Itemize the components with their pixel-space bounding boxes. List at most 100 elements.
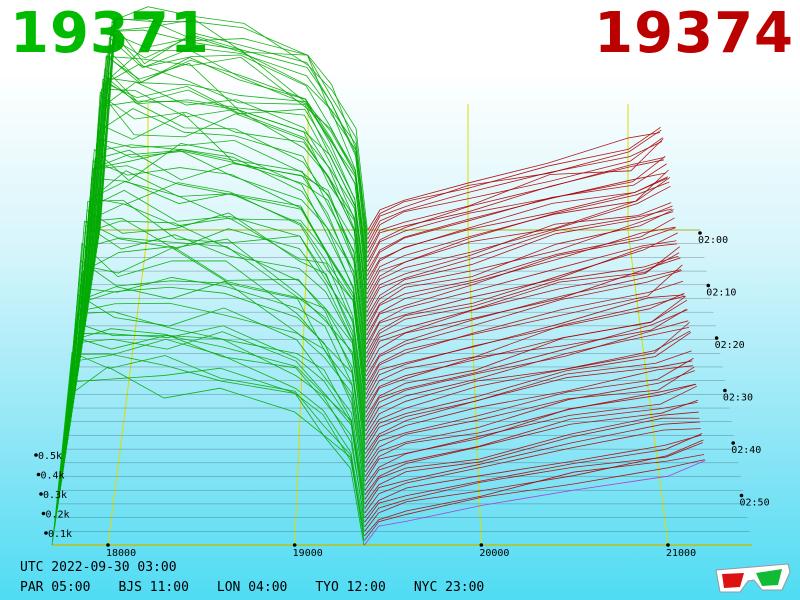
bid-depth-line-22	[66, 220, 366, 445]
ask-depth-line-39	[366, 246, 680, 368]
bid-depth-line-28	[71, 189, 366, 418]
ask-depth-line-62	[367, 156, 665, 263]
x-tick-mark-1	[292, 543, 297, 547]
bid-depth-line-38	[78, 148, 367, 372]
ask-depth-line-4	[364, 442, 703, 527]
ask-depth-line-53	[366, 185, 671, 304]
bid-depth-line-2	[52, 351, 365, 536]
bid-depth-line-43	[81, 108, 367, 349]
clock-tyo: TYO 12:00	[315, 580, 386, 595]
ask-depth-line-67	[367, 129, 662, 240]
ask-depth-line-42	[366, 232, 678, 354]
ask-depth-line-29	[365, 308, 687, 413]
ask-depth-line-61	[367, 156, 666, 267]
ask-depth-line-17	[364, 366, 695, 468]
bid-depth-line-9	[57, 325, 365, 504]
ask-depth-line-55	[366, 181, 670, 295]
x-tick-mark-2	[479, 543, 484, 547]
bid-depth-line-63	[95, 20, 368, 258]
ask-depth-line-40	[366, 252, 680, 363]
bid-depth-line-41	[80, 138, 367, 358]
clock-nyc: NYC 23:00	[413, 580, 485, 595]
x-tick-mark-3	[666, 543, 670, 547]
ask-depth-line-57	[366, 176, 669, 285]
bid-depth-line-47	[84, 88, 367, 331]
ask-depth-line-2	[364, 454, 705, 537]
ask-depth-line-7	[364, 428, 701, 514]
depth-chart-3d: 18000 19000 20000 21000 0.1k 0.2k 0.3k 0.4k 0.5k…	[34, 6, 770, 559]
ask-depth-line-36	[365, 270, 682, 381]
ask-depth-line-30	[365, 295, 686, 409]
ask-depth-line-20	[365, 360, 693, 454]
time-tick-label-1: 02:10	[706, 288, 736, 299]
ask-depth-line-6	[364, 434, 702, 518]
ask-depth-line-49	[366, 211, 674, 322]
ask-depth-line-60	[367, 172, 666, 272]
bid-depth-line-12	[59, 302, 365, 491]
time-tick-mark-4	[731, 441, 735, 445]
ask-depth-line-32	[365, 292, 685, 400]
bid-depth-line-60	[93, 56, 368, 272]
ask-depth-line-12	[364, 401, 698, 491]
ask-depth-line-15	[364, 383, 696, 477]
ask-depth-line-33	[365, 294, 684, 395]
ask-depth-line-50	[366, 205, 673, 317]
ask-depth-line-5	[364, 433, 703, 523]
bid-depth-line-59	[92, 36, 368, 276]
bid-depth-line-1	[52, 367, 365, 541]
utc-timestamp: UTC 2022-09-30 03:00	[20, 560, 177, 575]
bid-depth-line-11	[59, 293, 365, 495]
ask-depth-line-18	[365, 357, 694, 464]
bid-depth-line-29	[71, 181, 366, 413]
ask-depth-line-68	[367, 126, 661, 235]
time-tick-label-5: 02:50	[740, 498, 770, 509]
ask-depth-line-65	[367, 137, 663, 249]
ask-depth-line-19	[365, 365, 693, 459]
bid-depth-line-34	[75, 160, 367, 390]
ask-depth-line-35	[365, 264, 683, 386]
bid-depth-line-67	[98, 18, 368, 240]
bid-depth-line-25	[68, 209, 366, 431]
ask-depth-line-69	[367, 132, 661, 231]
x-tick-label-3: 21000	[666, 548, 696, 559]
ask-depth-line-13	[364, 385, 697, 486]
y-tick-mark-2	[39, 492, 43, 496]
bid-depth-line-33	[74, 165, 366, 395]
grid-line-x-2	[467, 104, 482, 546]
bid-depth-line-0	[51, 366, 365, 546]
clock-lon: LON 04:00	[216, 580, 288, 595]
ask-depth-line-10	[364, 411, 699, 500]
ask-depth-line-41	[366, 255, 679, 359]
ask-depth-line-23	[365, 330, 691, 441]
ask-depth-line-14	[364, 383, 697, 482]
y-tick-mark-3	[36, 472, 41, 477]
ask-depth-line-3	[364, 439, 704, 532]
ask-depth-line-66	[367, 141, 663, 244]
ask-depth-line-46	[366, 226, 676, 336]
ask-depth-line-51	[366, 208, 672, 313]
bid-depth-line-4	[54, 338, 365, 527]
time-tick-mark-5	[739, 493, 744, 498]
bid-depth-line-37	[77, 149, 367, 377]
bid-depth-line-7	[56, 331, 365, 514]
ask-depth-line-54	[366, 177, 671, 299]
time-tick-mark-1	[706, 283, 711, 288]
bid-depth-line-30	[72, 182, 366, 409]
ask-depth-line-47	[366, 217, 675, 331]
y-tick-label-1: 0.2k	[46, 510, 70, 521]
ask-depth-line-27	[365, 309, 688, 422]
bid-depth-line-14	[61, 280, 366, 482]
bid-depth-line-18	[64, 247, 366, 463]
bid-depth-line-21	[66, 220, 366, 450]
ask-depth-line-48	[366, 209, 674, 327]
bid-depth-line-40	[79, 141, 367, 363]
bid-depth-line-44	[82, 101, 367, 345]
ask-depth-line-8	[364, 421, 701, 509]
ask-depth-line-16	[364, 370, 695, 473]
ask-depth-line-64	[367, 138, 664, 254]
bid-depth-line-15	[62, 259, 366, 477]
anaglyph-3d-glasses-icon[interactable]	[712, 560, 792, 596]
bid-depth-line-26	[69, 199, 366, 427]
time-tick-label-2: 02:20	[715, 340, 745, 351]
bid-depth-line-51	[87, 74, 367, 313]
